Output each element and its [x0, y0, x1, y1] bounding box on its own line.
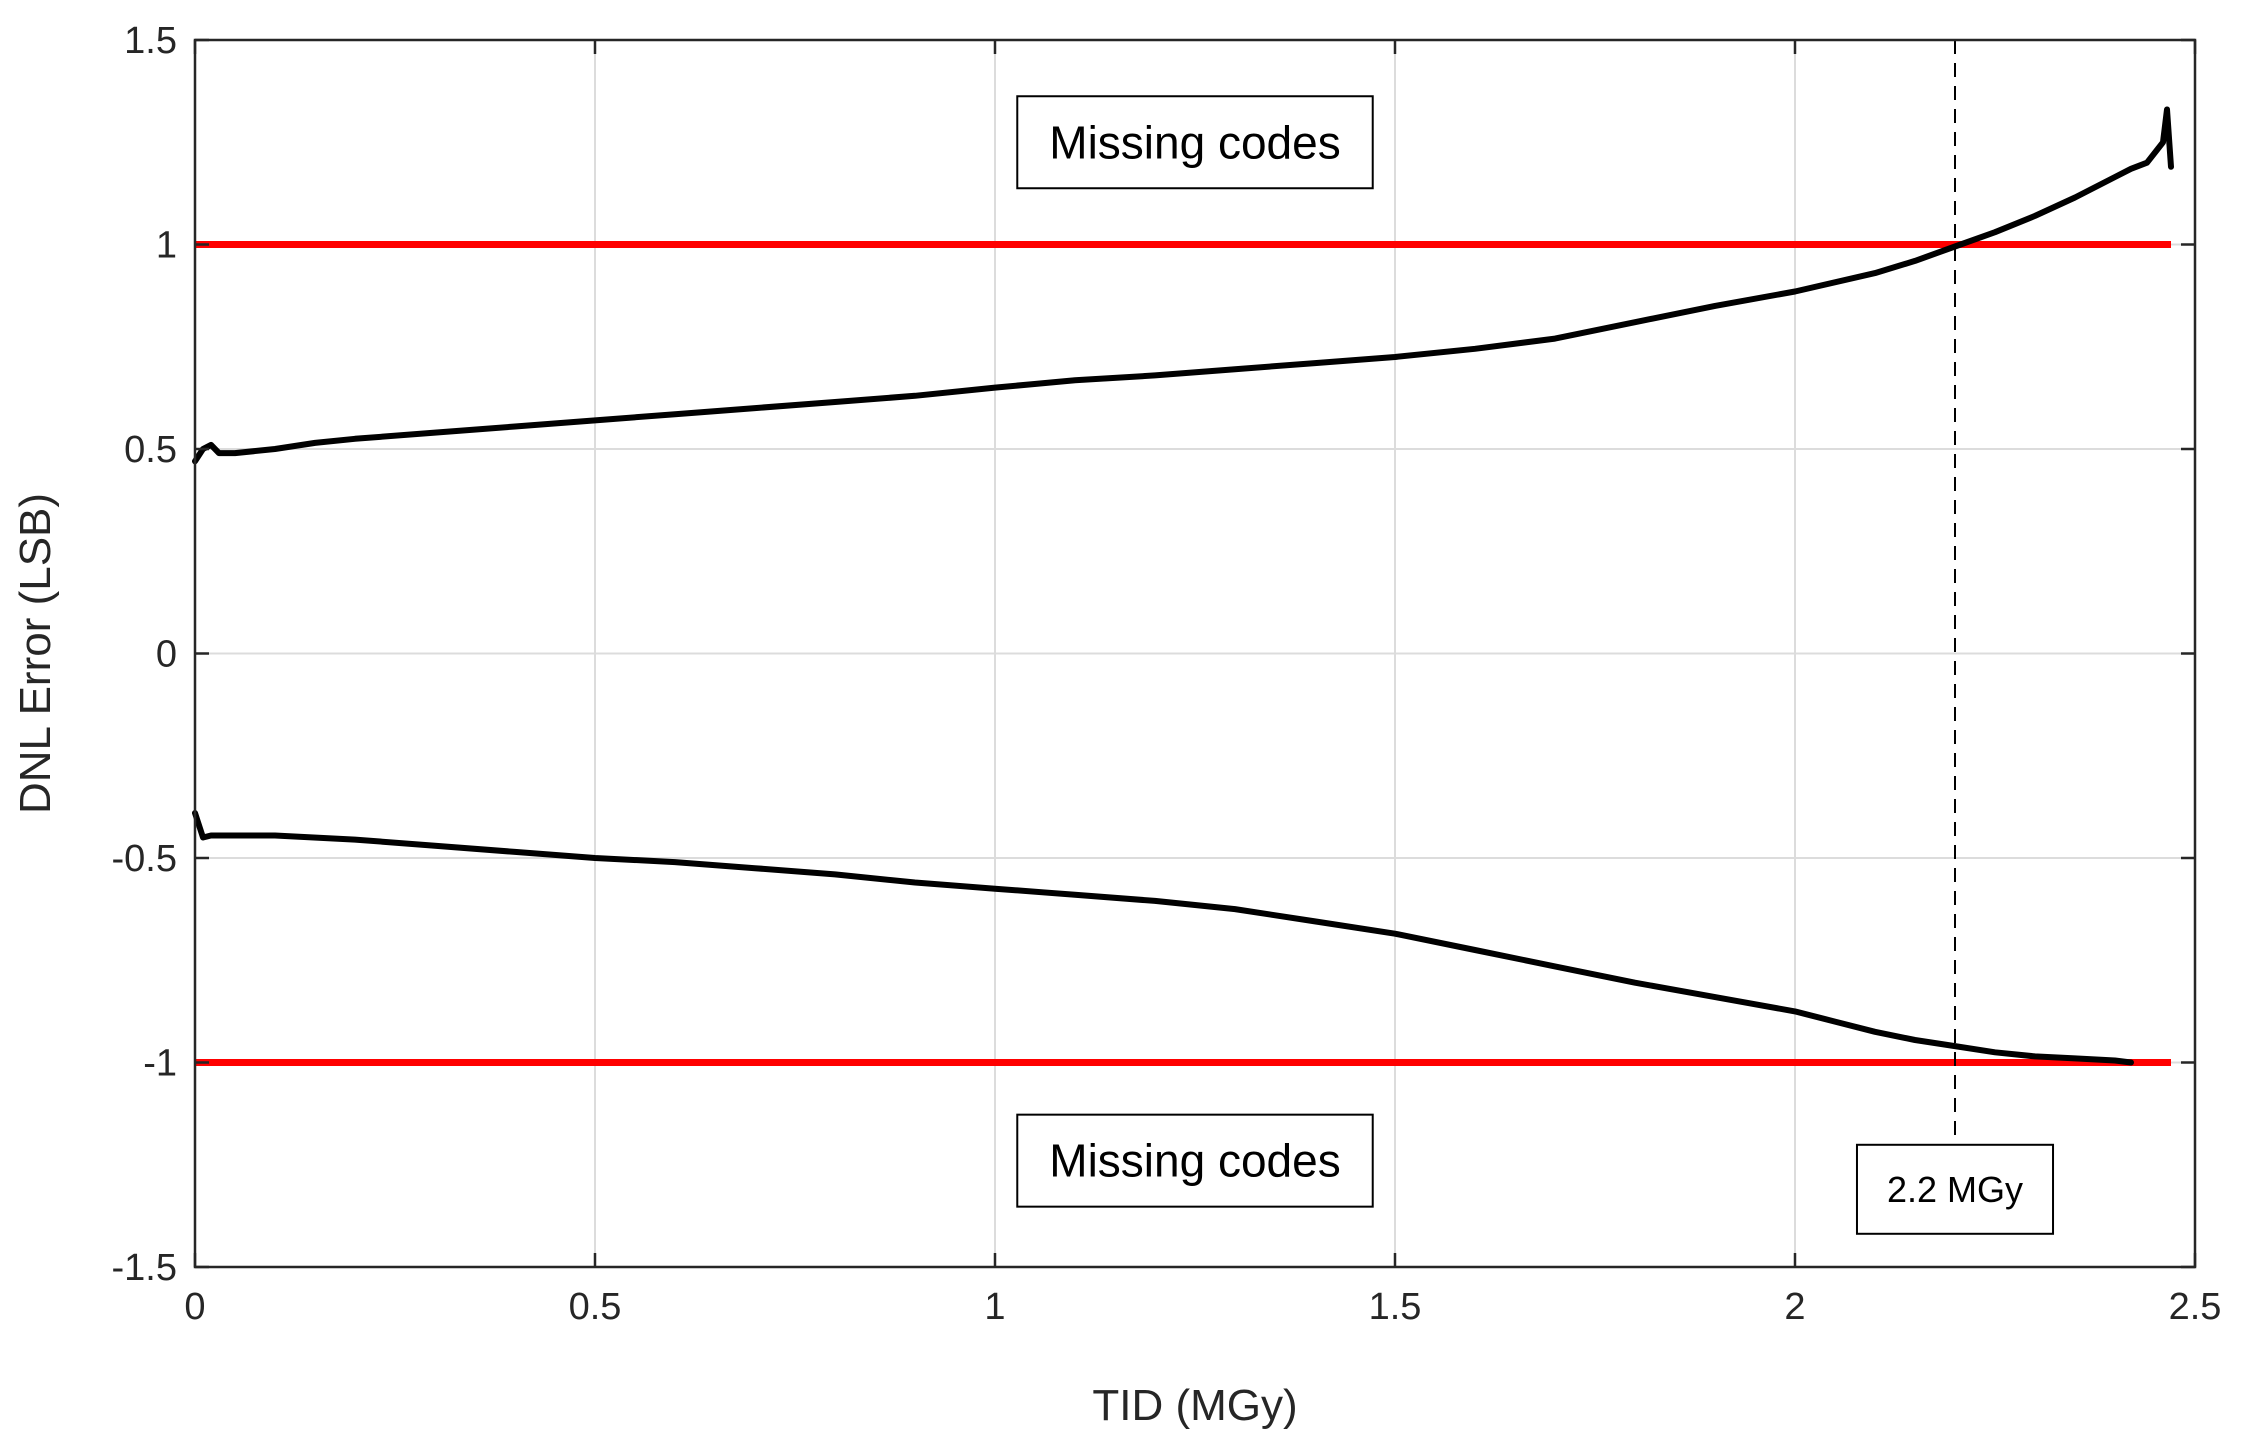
series-line-2 — [192, 810, 2134, 1066]
ticks: 0 0.5 1 1.5 2 2.5 -1.5 -1 -0.5 0 0.5 1 1.5 — [112, 20, 2222, 1328]
y-tick-label: 1.5 — [124, 20, 177, 62]
y-tick-label: -0.5 — [112, 838, 177, 880]
data-series — [192, 106, 2174, 1066]
y-tick-label: -1 — [143, 1043, 177, 1085]
annotations: Missing codes Missing codes 2.2 MGy — [1016, 95, 2055, 1235]
x-tick-label: 0 — [184, 1286, 205, 1328]
x-axis-label: TID (MGy) — [1092, 1381, 1297, 1430]
series-line-1 — [192, 106, 2174, 465]
x-tick-label: 1 — [984, 1286, 1005, 1328]
annotation-box — [1855, 1143, 2055, 1235]
missing-codes-annotation: Missing codes — [1016, 95, 1374, 190]
y-axis-label: DNL Error (LSB) — [11, 493, 60, 814]
x-tick-label: 0.5 — [569, 1286, 622, 1328]
y-tick-label: -1.5 — [112, 1247, 177, 1289]
y-tick-label: 0.5 — [124, 429, 177, 471]
dose-annotation: 2.2 MGy — [1855, 1143, 2055, 1235]
x-tick-label: 2 — [1784, 1286, 1805, 1328]
missing-codes-annotation: Missing codes — [1016, 1113, 1374, 1208]
x-tick-label: 2.5 — [2169, 1286, 2222, 1328]
annotation-text: 2.2 MGy — [1887, 1169, 2023, 1210]
x-tick-label: 1.5 — [1369, 1286, 1422, 1328]
y-tick-label: 1 — [156, 225, 177, 267]
y-tick-label: 0 — [156, 634, 177, 676]
annotation-text: Missing codes — [1049, 116, 1340, 168]
reference-lines — [195, 40, 2171, 1186]
annotation-box — [1016, 1113, 1374, 1208]
annotation-box — [1016, 95, 1374, 190]
annotation-text: Missing codes — [1049, 1135, 1340, 1187]
